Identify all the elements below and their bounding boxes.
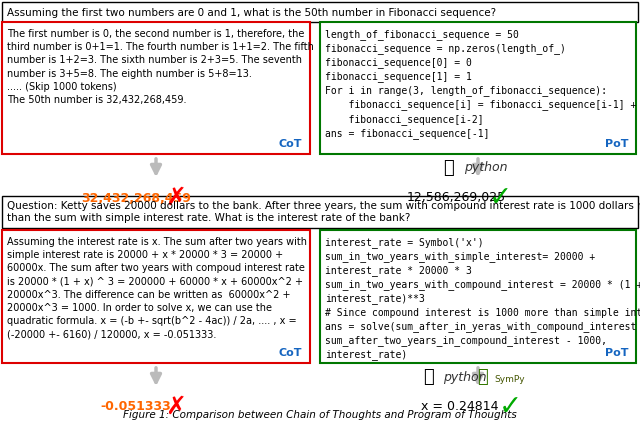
Text: CoT: CoT	[278, 139, 302, 149]
Text: 🐍: 🐍	[422, 368, 433, 386]
Text: python: python	[443, 370, 486, 384]
Text: Question: Ketty saves 20000 dollars to the bank. After three years, the sum with: Question: Ketty saves 20000 dollars to t…	[7, 201, 640, 223]
Text: 🐍: 🐍	[477, 368, 488, 386]
Text: ✗: ✗	[166, 395, 186, 419]
Text: The first number is 0, the second number is 1, therefore, the
third number is 0+: The first number is 0, the second number…	[7, 29, 314, 105]
Text: ✗: ✗	[166, 186, 186, 210]
FancyBboxPatch shape	[2, 196, 638, 228]
Text: 32,432,268,459: 32,432,268,459	[81, 192, 191, 205]
Text: ✓: ✓	[488, 184, 511, 212]
Text: 🐍: 🐍	[443, 159, 453, 177]
Text: CoT: CoT	[278, 348, 302, 358]
Text: -0.051333: -0.051333	[100, 400, 172, 413]
Text: interest_rate = Symbol('x')
sum_in_two_years_with_simple_interest= 20000 +
inter: interest_rate = Symbol('x') sum_in_two_y…	[325, 237, 640, 360]
Text: python: python	[464, 162, 508, 174]
Text: SymPy: SymPy	[494, 375, 525, 384]
FancyBboxPatch shape	[320, 230, 636, 363]
FancyBboxPatch shape	[2, 230, 310, 363]
FancyBboxPatch shape	[320, 22, 636, 154]
Text: PoT: PoT	[605, 139, 628, 149]
Text: Assuming the first two numbers are 0 and 1, what is the 50th number in Fibonacci: Assuming the first two numbers are 0 and…	[7, 8, 496, 18]
Text: x = 0.24814: x = 0.24814	[421, 400, 499, 413]
FancyBboxPatch shape	[2, 2, 638, 22]
Text: PoT: PoT	[605, 348, 628, 358]
Text: Figure 1: Comparison between Chain of Thoughts and Program of Thoughts: Figure 1: Comparison between Chain of Th…	[123, 410, 517, 420]
Text: Assuming the interest rate is x. The sum after two years with
simple interest ra: Assuming the interest rate is x. The sum…	[7, 237, 307, 339]
Text: length_of_fibonacci_sequence = 50
fibonacci_sequence = np.zeros(length_of_)
fibo: length_of_fibonacci_sequence = 50 fibona…	[325, 29, 636, 139]
FancyBboxPatch shape	[2, 22, 310, 154]
Text: 12,586,269,025: 12,586,269,025	[406, 192, 506, 205]
Text: ✓: ✓	[499, 393, 522, 421]
